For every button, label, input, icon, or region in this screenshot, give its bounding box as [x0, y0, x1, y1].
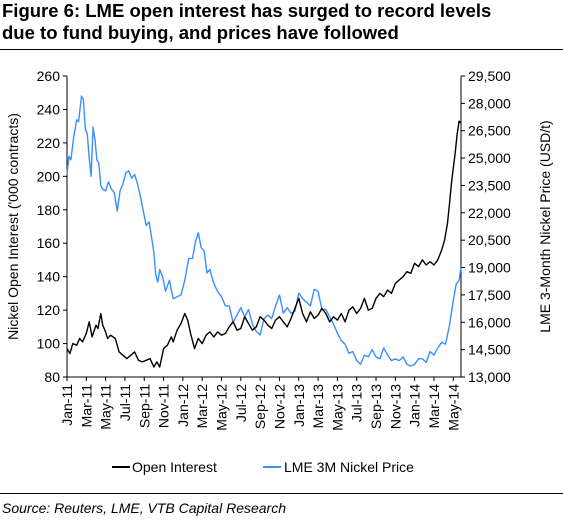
right-axis-tick-label: 14,500 [468, 342, 511, 358]
right-axis-tick-label: 26,500 [468, 123, 511, 139]
right-axis-tick-label: 17,500 [468, 287, 511, 303]
x-axis-tick-label: May-13 [329, 384, 345, 431]
source-note: Source: Reuters, LME, VTB Capital Resear… [2, 500, 287, 516]
left-axis-tick-label: 100 [37, 336, 61, 352]
title-divider [0, 49, 563, 50]
x-axis-tick-label: Jan-12 [175, 384, 191, 427]
x-axis-tick-label: Jan-11 [59, 384, 75, 426]
chart-title: Figure 6: LME open interest has surged t… [2, 0, 560, 44]
source-divider [0, 493, 563, 494]
right-axis-tick-label: 22,000 [468, 205, 511, 221]
x-axis-tick-label: May-11 [98, 384, 114, 430]
right-axis-tick-label: 16,000 [468, 314, 511, 330]
right-axis-tick-label: 23,500 [468, 177, 511, 193]
x-axis-tick-label: Sep-13 [368, 384, 384, 429]
chart-title-line-2: due to fund buying, and prices have foll… [2, 22, 399, 43]
right-axis-tick-label: 13,000 [468, 369, 511, 385]
legend-label-open-interest: Open Interest [132, 459, 217, 475]
series-line-open-interest [66, 120, 462, 368]
x-axis-tick-label: Mar-11 [78, 384, 94, 428]
left-axis-tick-label: 160 [37, 235, 61, 251]
series-line-nickel-price [66, 95, 462, 367]
right-axis-tick-label: 29,500 [468, 68, 511, 84]
chart-area: 80 100 120 140 160 180 200 220 240 260 13,000 14,50… [5, 68, 553, 475]
x-axis-tick-label: Jul-12 [233, 384, 249, 422]
x-axis-tick-label: Jan-14 [407, 384, 423, 427]
left-axis-tick-label: 120 [37, 302, 61, 318]
x-axis-tick-label: Mar-13 [310, 384, 326, 429]
x-axis-tick-label: Jul-13 [349, 384, 365, 422]
left-axis-tick-label: 80 [44, 369, 60, 385]
chart-title-line-1: Figure 6: LME open interest has surged t… [2, 0, 492, 21]
x-axis-tick-label: May-14 [445, 384, 461, 431]
x-axis-tick-label: May-12 [214, 384, 230, 431]
right-axis-tick-label: 19,000 [468, 260, 511, 276]
left-axis-tick-label: 220 [37, 135, 61, 151]
x-axis-tick-label: Mar-14 [426, 384, 442, 429]
legend: Open Interest LME 3M Nickel Price [112, 459, 414, 475]
x-axis-tick-label: Nov-12 [271, 384, 287, 429]
left-axis-tick-label: 140 [37, 269, 61, 285]
x-axis-tick-label: Jul-11 [117, 384, 133, 421]
right-axis-tick-label: 28,000 [468, 95, 511, 111]
legend-label-nickel-price: LME 3M Nickel Price [284, 459, 414, 475]
x-axis-tick-label: Jan-13 [291, 384, 307, 427]
x-axis-tick-label: Sep-11 [136, 384, 152, 428]
x-axis-tick-label: Sep-12 [252, 384, 268, 429]
x-axis-tick-label: Nov-11 [156, 384, 172, 428]
right-axis-tick-label: 20,500 [468, 232, 511, 248]
left-axis-title: Nickel Open Interest ('000 contracts) [5, 113, 21, 340]
x-axis-tick-label: Nov-13 [387, 384, 403, 429]
left-axis-tick-label: 180 [37, 202, 61, 218]
right-axis-title: LME 3-Month Nickel Price (USD/t) [537, 120, 553, 332]
right-axis-tick-label: 25,000 [468, 150, 511, 166]
left-axis-tick-label: 240 [37, 101, 61, 117]
left-axis-tick-label: 200 [37, 168, 61, 184]
x-axis-tick-label: Mar-12 [194, 384, 210, 429]
left-axis-tick-label: 260 [37, 68, 61, 84]
